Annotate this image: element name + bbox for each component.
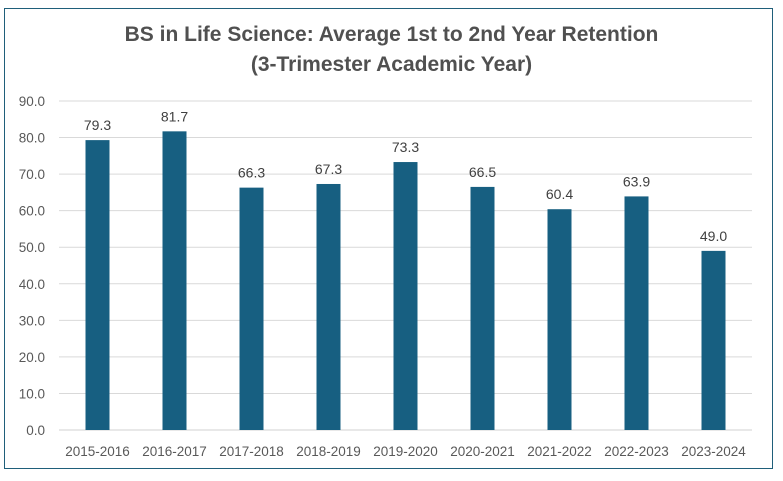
bar (470, 186, 495, 430)
x-tick-label: 2015-2016 (65, 444, 130, 459)
bar (316, 183, 341, 430)
bar (239, 187, 264, 430)
x-tick-label: 2022-2023 (604, 444, 669, 459)
y-tick-label: 90.0 (19, 94, 45, 109)
bar (624, 196, 649, 430)
data-label: 81.7 (161, 108, 188, 124)
x-tick-label: 2019-2020 (373, 444, 438, 459)
y-tick-label: 10.0 (19, 386, 45, 401)
data-label: 63.9 (623, 173, 650, 189)
x-tick-label: 2017-2018 (219, 444, 284, 459)
data-label: 66.3 (238, 165, 265, 181)
y-tick-label: 30.0 (19, 313, 45, 328)
chart-subtitle: (3-Trimester Academic Year) (250, 53, 533, 76)
y-tick-label: 50.0 (19, 240, 45, 255)
chart-title: BS in Life Science: Average 1st to 2nd Y… (124, 23, 659, 46)
bar (162, 131, 187, 430)
x-tick-label: 2018-2019 (296, 444, 361, 459)
x-tick-label: 2020-2021 (450, 444, 515, 459)
data-label: 67.3 (315, 161, 342, 177)
y-tick-label: 20.0 (19, 350, 45, 365)
data-label: 49.0 (700, 228, 727, 244)
data-label: 73.3 (392, 139, 419, 155)
bar (547, 209, 572, 430)
data-labels: 79.3 81.7 66.3 67.3 73.3 66.5 60.4 63.9 49.0 (84, 108, 727, 244)
bars (85, 131, 726, 430)
x-axis-ticks: 2015-2016 2016-2017 2017-2018 2018-2019 2019… (65, 444, 746, 459)
bar (701, 250, 726, 430)
y-tick-label: 60.0 (19, 204, 45, 219)
chart-title-block: BS in Life Science: Average 1st to 2nd Y… (0, 20, 783, 80)
data-label: 60.4 (546, 186, 573, 202)
y-tick-label: 40.0 (19, 277, 45, 292)
y-tick-label: 0.0 (26, 423, 45, 438)
x-tick-label: 2021-2022 (527, 444, 592, 459)
bar (393, 162, 418, 430)
y-tick-label: 80.0 (19, 131, 45, 146)
y-tick-label: 70.0 (19, 167, 45, 182)
x-tick-label: 2023-2024 (681, 444, 746, 459)
x-tick-label: 2016-2017 (142, 444, 207, 459)
y-axis-ticks: 0.0 10.0 20.0 30.0 40.0 50.0 60.0 70.0 80.0 90.0 (19, 94, 45, 438)
data-label: 66.5 (469, 164, 496, 180)
bar (85, 140, 110, 430)
data-label: 79.3 (84, 117, 111, 133)
